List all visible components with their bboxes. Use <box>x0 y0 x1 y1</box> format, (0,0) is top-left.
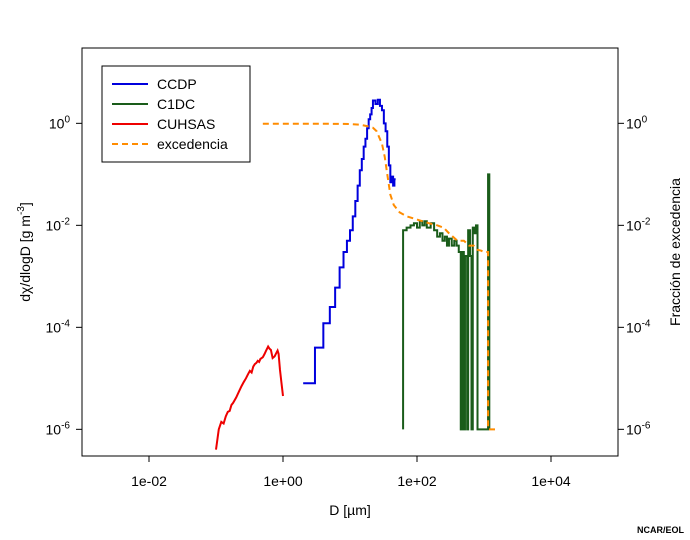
x-axis-label: D [µm] <box>329 502 371 518</box>
y-tick-label: 10-6 <box>46 420 71 437</box>
credit-label: NCAR/EOL <box>637 525 685 535</box>
x-axis-ticks: 1e-02 1e+00 1e+02 1e+04 <box>131 456 571 489</box>
y-tick-base: 10 <box>46 319 62 335</box>
y-tick-label: 10-2 <box>46 216 71 233</box>
y-tick-base: 10 <box>46 217 62 233</box>
y2-tick-base: 10 <box>626 217 642 233</box>
legend-label-cuhsas: CUHSAS <box>157 116 215 132</box>
x-tick-label: 1e+00 <box>263 473 303 489</box>
y2-tick-base: 10 <box>626 115 642 131</box>
series-cuhsas-line <box>215 344 284 450</box>
y2-tick-label: 10-2 <box>626 216 651 233</box>
y2-tick-exp: -6 <box>642 420 651 431</box>
y-tick-exp: 0 <box>64 114 70 125</box>
legend: CCDP C1DC CUHSAS excedencia <box>101 65 251 163</box>
y2-tick-exp: 0 <box>642 114 648 125</box>
y2-tick-label: 10-6 <box>626 420 651 437</box>
legend-label-c1dc: C1DC <box>157 96 195 112</box>
series-excedencia-line <box>262 122 498 431</box>
y2-tick-base: 10 <box>626 421 642 437</box>
legend-box <box>101 65 251 163</box>
y2-tick-label: 10-4 <box>626 318 651 335</box>
y-tick-exp: -6 <box>61 420 70 431</box>
legend-label-ccdp: CCDP <box>157 76 197 92</box>
y-tick-base: 10 <box>46 421 62 437</box>
legend-label-excedencia: excedencia <box>157 136 228 152</box>
y-axis-label-main: dχ/dlogD [g m <box>17 215 33 302</box>
series-ccdp-line <box>303 98 396 385</box>
y-tick-base: 10 <box>49 115 65 131</box>
y-axis-label-close: ] <box>17 202 33 206</box>
y2-tick-label: 100 <box>626 114 648 131</box>
x-tick-label: 1e-02 <box>131 473 167 489</box>
y-tick-exp: -4 <box>61 318 70 329</box>
y-tick-label: 10-4 <box>46 318 71 335</box>
plot-frame <box>81 47 619 457</box>
y2-tick-exp: -4 <box>642 318 651 329</box>
y2-tick-base: 10 <box>626 319 642 335</box>
y2-tick-exp: -2 <box>642 216 651 227</box>
x-tick-label: 1e+04 <box>531 473 571 489</box>
y-axis-label: dχ/dlogD [g m-3] <box>16 202 33 302</box>
y-axis-label-sup: -3 <box>16 206 27 215</box>
x-tick-label: 1e+02 <box>397 473 437 489</box>
series-layer <box>215 98 498 450</box>
y-tick-exp: -2 <box>61 216 70 227</box>
y-tick-label: 100 <box>49 114 71 131</box>
series-c1dc-line <box>402 173 491 431</box>
y2-axis-label: Fracción de excedencia <box>667 178 683 326</box>
